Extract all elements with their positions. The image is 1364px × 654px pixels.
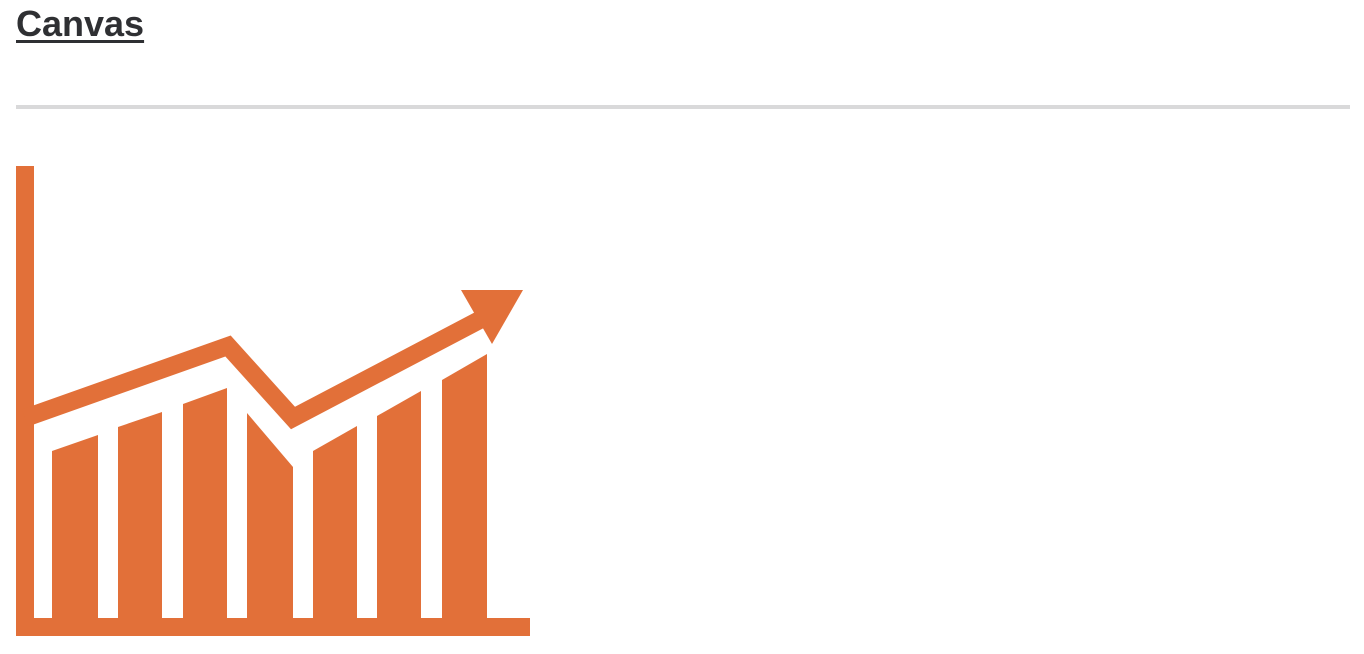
- y-axis-bar: [16, 166, 34, 636]
- divider: [16, 105, 1350, 109]
- page-title-link[interactable]: Canvas: [16, 3, 145, 44]
- growth-chart-icon: [16, 166, 530, 636]
- x-axis-bar: [16, 618, 530, 636]
- bar-4: [247, 413, 293, 618]
- trend-line: [21, 306, 496, 430]
- growth-chart-shapes: [16, 166, 530, 636]
- bar-1: [52, 435, 98, 618]
- bar-3: [183, 388, 227, 618]
- bar-6: [377, 391, 421, 618]
- arrow-head: [461, 290, 523, 344]
- bar-2: [118, 412, 162, 618]
- bar-7: [442, 354, 487, 618]
- bar-5: [313, 426, 357, 618]
